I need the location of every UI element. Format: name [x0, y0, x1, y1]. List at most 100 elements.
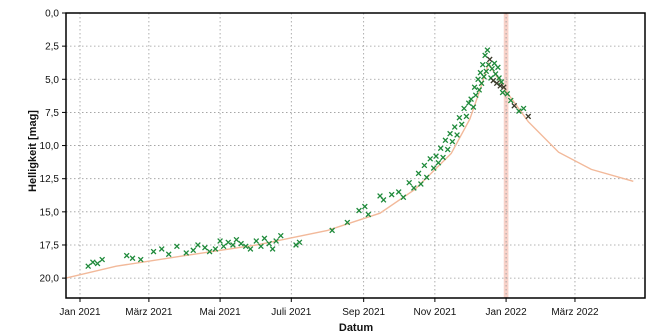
observation-point-stroke — [484, 47, 491, 53]
observation-point — [356, 207, 362, 214]
observation-point — [361, 203, 368, 210]
observation-point — [225, 239, 232, 246]
observation-point — [499, 89, 506, 96]
observation-point-stroke — [507, 97, 514, 104]
observation-point-stroke — [380, 197, 387, 203]
observation-point — [471, 84, 478, 91]
y-tick-label: 10,0 — [40, 141, 60, 152]
x-tick-label: Juli 2021 — [271, 307, 311, 318]
fit-curve-layer — [65, 61, 634, 279]
observation-point — [137, 256, 144, 263]
observation-point — [458, 121, 465, 128]
observation-point-stroke — [266, 240, 272, 247]
observation-point-stroke — [440, 154, 446, 161]
observation-point-stroke — [498, 79, 505, 85]
observation-point — [261, 235, 268, 242]
observation-point — [451, 124, 458, 130]
observation-point-stroke — [99, 256, 106, 263]
observation-point — [195, 242, 201, 248]
observation-point-stroke — [165, 251, 172, 258]
observation-point — [465, 100, 472, 106]
observation-point — [461, 105, 467, 112]
observation-point — [511, 102, 518, 109]
observation-point — [212, 246, 219, 252]
observation-point-stroke — [496, 75, 502, 81]
observation-point — [427, 155, 434, 162]
x-tick-label: Mai 2021 — [200, 307, 242, 318]
observation-point-stroke — [217, 238, 223, 244]
observation-point-stroke — [202, 244, 208, 251]
observation-point-stroke — [183, 250, 190, 256]
observation-point-stroke — [451, 124, 458, 130]
observation-point-stroke — [490, 77, 497, 84]
observation-point-stroke — [444, 146, 451, 153]
y-tick-label: 7,5 — [45, 108, 59, 119]
observation-point-stroke — [449, 138, 456, 145]
observation-point-stroke — [361, 203, 368, 210]
observation-point — [400, 194, 407, 201]
observation-points-layer — [85, 47, 532, 270]
observation-point-stroke — [495, 64, 501, 71]
y-tick-label: 15,0 — [40, 207, 60, 218]
y-tick-label: 17,5 — [40, 240, 60, 251]
observation-point — [158, 246, 165, 252]
observation-point-stroke — [233, 236, 240, 243]
x-tick-label: Sep 2021 — [342, 307, 385, 318]
observation-point-stroke — [486, 56, 493, 63]
observation-point — [129, 255, 136, 262]
observation-point — [85, 263, 92, 270]
observation-point-stroke — [377, 193, 383, 199]
observation-point-stroke — [478, 80, 485, 87]
observation-point — [435, 159, 442, 166]
observation-point-stroke — [356, 207, 362, 214]
observation-point-stroke — [415, 170, 422, 177]
x-tick-label: Nov 2021 — [413, 307, 456, 318]
x-tick-label: Jan 2021 — [59, 307, 101, 318]
observation-point-stroke — [481, 73, 487, 80]
observation-point-stroke — [456, 114, 463, 121]
observation-point — [365, 211, 372, 218]
observation-point-stroke — [493, 80, 500, 87]
observation-point-stroke — [258, 243, 264, 250]
observation-point-stroke — [458, 121, 465, 128]
y-tick-label: 0,0 — [45, 9, 59, 20]
observation-point-stroke — [437, 145, 444, 152]
observation-point-stroke — [499, 89, 506, 96]
observation-point-stroke — [273, 238, 279, 244]
observation-point — [123, 252, 130, 259]
fit-curve — [65, 61, 634, 279]
observation-point-stroke — [447, 130, 453, 137]
observation-point — [447, 130, 453, 137]
observation-point — [406, 179, 413, 186]
observation-point — [463, 113, 470, 120]
observation-point-stroke — [435, 159, 442, 166]
observation-point — [233, 236, 240, 243]
observation-point — [433, 153, 439, 160]
observation-point — [296, 239, 303, 246]
observation-point — [202, 244, 208, 251]
observation-point — [456, 114, 463, 121]
observation-point — [150, 248, 157, 255]
observation-point-stroke — [388, 191, 395, 198]
observation-point-stroke — [174, 243, 180, 250]
observation-point-stroke — [489, 65, 495, 72]
highlight-band-layer — [503, 13, 509, 298]
y-axis-title: Helligkeit [mag] — [27, 110, 39, 192]
observation-point-stroke — [89, 259, 96, 266]
y-axis-ticks: 0,0 2,5 5,0 7,5 10,0 12,5 15,0 17,5 20,0 — [40, 9, 66, 285]
observation-point-stroke — [269, 246, 276, 252]
observation-point — [411, 185, 417, 191]
observation-point — [89, 259, 96, 266]
observation-point-stroke — [433, 153, 439, 160]
observation-point — [498, 79, 505, 85]
observation-point-stroke — [238, 240, 244, 247]
observation-point — [388, 191, 395, 198]
observation-point-stroke — [418, 181, 424, 187]
observation-point-stroke — [442, 137, 449, 144]
observation-point — [423, 174, 430, 181]
observation-point — [94, 260, 101, 267]
observation-point-stroke — [137, 256, 144, 263]
observation-point-stroke — [465, 100, 472, 106]
